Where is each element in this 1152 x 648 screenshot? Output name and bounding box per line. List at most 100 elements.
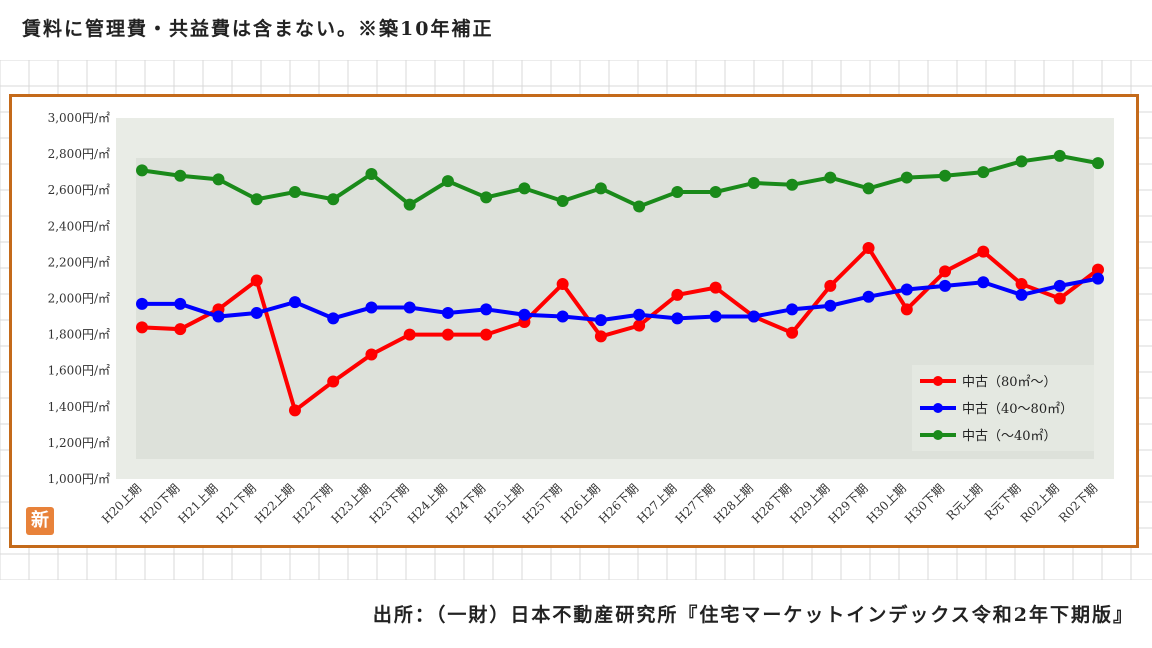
- data-point: [862, 241, 875, 254]
- data-point: [136, 321, 148, 334]
- data-point: [1015, 288, 1028, 301]
- y-tick-label: 1,200円/㎡: [48, 436, 110, 450]
- data-point: [862, 290, 875, 303]
- data-point: [441, 306, 454, 319]
- data-point: [709, 281, 722, 294]
- data-point: [939, 265, 952, 278]
- data-point: [480, 303, 493, 316]
- data-point: [939, 279, 952, 292]
- data-point: [365, 167, 378, 180]
- data-point: [1053, 292, 1066, 305]
- legend-marker: [933, 430, 943, 440]
- x-axis-ticks: H20上期H20下期H21上期H21下期H22上期H22下期H23上期H23下期…: [99, 481, 1100, 526]
- data-point: [403, 328, 416, 341]
- data-point: [480, 328, 493, 341]
- data-point: [250, 274, 263, 287]
- x-tick-label: H21下期: [214, 481, 259, 526]
- data-point: [174, 297, 187, 310]
- x-tick-label: H24下期: [443, 481, 488, 526]
- rent-line-chart: 1,000円/㎡ 1,200円/㎡ 1,400円/㎡ 1,600円/㎡ 1,800円/㎡…: [48, 111, 1114, 526]
- data-point: [174, 323, 187, 336]
- data-point: [441, 175, 454, 188]
- data-point: [824, 171, 837, 184]
- x-tick-label: H27上期: [634, 481, 679, 526]
- data-point: [1092, 157, 1104, 170]
- data-point: [671, 288, 684, 301]
- series-0: [136, 241, 1104, 417]
- x-tick-label: R元下期: [982, 481, 1024, 523]
- legend-label: 中古（80㎡～）: [962, 375, 1057, 390]
- legend-label: 中古（40～80㎡）: [962, 402, 1073, 417]
- x-tick-label: R元上期: [944, 481, 986, 523]
- data-point: [900, 171, 913, 184]
- x-tick-label: H25上期: [481, 481, 526, 526]
- y-axis-ticks: 1,000円/㎡ 1,200円/㎡ 1,400円/㎡ 1,600円/㎡ 1,800円/㎡…: [48, 111, 110, 486]
- y-tick-label: 1,400円/㎡: [48, 400, 110, 414]
- chart-legend: 中古（80㎡～） 中古（40～80㎡） 中古（～40㎡）: [912, 365, 1102, 451]
- data-point: [327, 193, 340, 206]
- y-tick-label: 2,600円/㎡: [48, 183, 110, 197]
- data-point: [633, 308, 646, 321]
- y-tick-label: 1,000円/㎡: [48, 472, 110, 486]
- data-point: [939, 169, 952, 182]
- data-point: [594, 314, 607, 327]
- x-tick-label: H28上期: [711, 481, 756, 526]
- data-point: [556, 195, 569, 208]
- data-point: [977, 166, 990, 179]
- data-point: [747, 310, 760, 323]
- y-tick-label: 2,200円/㎡: [48, 255, 110, 269]
- data-point: [977, 276, 990, 289]
- data-point: [977, 245, 990, 258]
- data-point: [327, 375, 340, 388]
- x-tick-label: H30下期: [902, 481, 947, 526]
- data-point: [250, 306, 263, 319]
- data-point: [900, 283, 913, 296]
- x-tick-label: H24上期: [405, 481, 450, 526]
- chart-frame: 1,000円/㎡ 1,200円/㎡ 1,400円/㎡ 1,600円/㎡ 1,800円/㎡…: [9, 94, 1139, 548]
- data-point: [288, 296, 301, 309]
- rent-note: 賃料に管理費・共益費は含まない。※築10年補正: [22, 18, 494, 40]
- data-point: [250, 193, 263, 206]
- legend-marker: [933, 403, 943, 413]
- data-point: [709, 186, 722, 199]
- data-point: [1053, 279, 1066, 292]
- x-tick-label: H22下期: [290, 481, 335, 526]
- y-tick-label: 3,000円/㎡: [48, 111, 110, 125]
- data-point: [288, 186, 301, 199]
- data-point: [288, 404, 301, 417]
- series-1: [136, 272, 1104, 327]
- data-point: [556, 278, 569, 291]
- data-point: [671, 312, 684, 325]
- data-point: [671, 186, 684, 199]
- legend-marker: [933, 376, 943, 386]
- y-tick-label: 2,000円/㎡: [48, 292, 110, 306]
- data-point: [136, 297, 148, 310]
- data-point: [1015, 278, 1028, 291]
- series-layer: [136, 149, 1104, 417]
- x-tick-label: H29下期: [826, 481, 871, 526]
- data-point: [136, 164, 148, 177]
- data-point: [441, 328, 454, 341]
- data-point: [824, 279, 837, 292]
- data-point: [327, 312, 340, 325]
- x-tick-label: H26下期: [596, 481, 641, 526]
- series-line: [141, 244, 1100, 414]
- data-point: [518, 182, 531, 195]
- source-citation: 出所：（一財）日本不動産研究所『住宅マーケットインデックス令和2年下期版』: [372, 604, 1134, 626]
- series-line: [142, 276, 1099, 323]
- x-tick-label: H23下期: [367, 481, 412, 526]
- data-point: [1092, 263, 1104, 276]
- x-tick-label: H21上期: [176, 481, 221, 526]
- new-badge: 新: [26, 507, 54, 535]
- data-point: [1053, 149, 1066, 162]
- x-tick-label: H25下期: [520, 481, 565, 526]
- legend-label: 中古（～40㎡）: [962, 429, 1057, 444]
- data-point: [633, 319, 646, 332]
- x-tick-label: H27下期: [673, 481, 718, 526]
- data-point: [174, 169, 187, 182]
- y-tick-label: 2,400円/㎡: [48, 219, 110, 233]
- x-tick-label: H22上期: [252, 481, 297, 526]
- data-point: [365, 301, 378, 314]
- data-point: [480, 191, 493, 204]
- data-point: [594, 182, 607, 195]
